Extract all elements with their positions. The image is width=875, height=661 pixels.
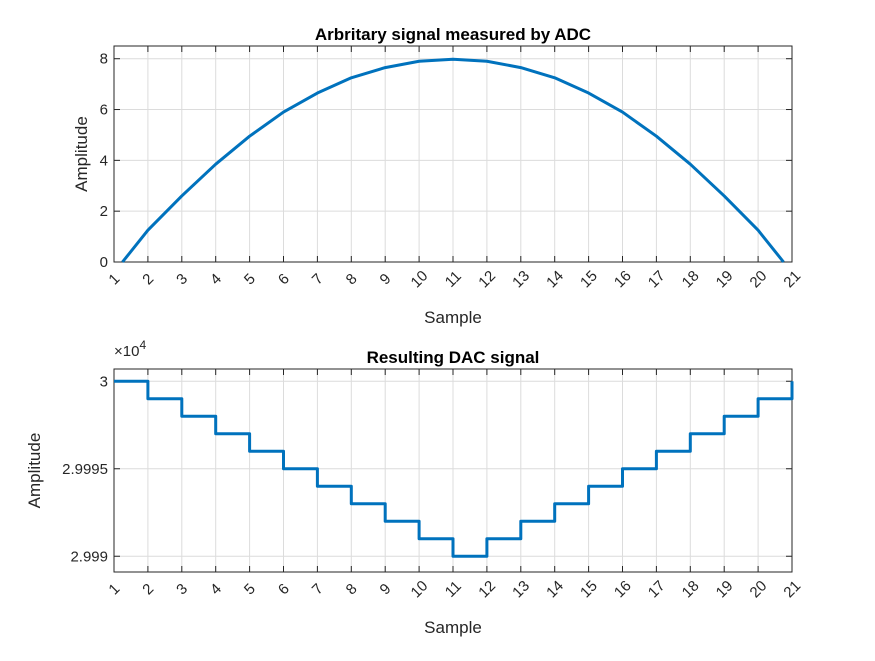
top-chart-title: Arbritary signal measured by ADC (315, 25, 591, 44)
bottom-x-tick-label: 6 (275, 580, 293, 598)
bottom-x-tick-label: 7 (309, 580, 327, 598)
top-x-tick-label: 6 (275, 270, 293, 288)
top-y-tick-label: 8 (100, 51, 108, 68)
top-x-tick-label: 14 (543, 267, 567, 291)
bottom-x-tick-label: 18 (679, 577, 703, 601)
top-x-tick-label: 9 (377, 270, 395, 288)
top-x-tick-label: 17 (645, 267, 669, 291)
exponent-power: 4 (139, 338, 146, 352)
top-x-tick-label: 11 (442, 268, 465, 291)
top-x-tick-label: 10 (408, 267, 432, 291)
top-x-tick-label: 1 (105, 270, 123, 288)
bottom-x-tick-label: 3 (173, 580, 191, 598)
bottom-x-tick-label: 1 (105, 580, 123, 598)
bottom-x-axis-label: Sample (424, 618, 482, 637)
bottom-x-tick-label: 16 (611, 577, 635, 601)
bottom-y-exponent: ×104 (114, 338, 146, 360)
bottom-x-tick-label: 4 (207, 580, 225, 598)
bottom-x-tick-label: 15 (577, 577, 601, 601)
bottom-x-tick-label: 17 (645, 577, 669, 601)
top-series (121, 57, 785, 263)
bottom-y-tick-label: 3 (100, 373, 108, 390)
bottom-y-axis-label: Amplitude (25, 433, 44, 509)
top-x-tick-label: 8 (343, 270, 361, 288)
bottom-series-line (114, 379, 794, 558)
bottom-x-tick-label: 14 (543, 577, 567, 601)
bottom-chart: 1 2 3 4 5 6 7 8 9 10 11 12 13 14 15 16 17 18 19 20 212.9992.… (25, 338, 804, 637)
top-x-axis-label: Sample (424, 308, 482, 327)
bottom-x-tick-label: 19 (713, 577, 737, 601)
top-grid-overlay (113, 45, 793, 263)
top-y-tick-label: 0 (100, 254, 108, 271)
top-x-tick-label: 7 (309, 270, 327, 288)
bottom-x-tick-label: 9 (377, 580, 395, 598)
bottom-y-tick-label: 2.9995 (62, 461, 108, 478)
top-x-tick-label: 20 (747, 267, 771, 291)
top-x-tick-label: 4 (207, 270, 225, 288)
top-x-tick-label: 2 (139, 270, 157, 288)
top-y-axis-label: Amplitude (72, 116, 91, 192)
bottom-y-tick-label: 2.999 (70, 548, 108, 565)
bottom-x-tick-label: 11 (442, 578, 465, 601)
bottom-x-tick-label: 5 (241, 580, 259, 598)
top-y-tick-label: 2 (100, 203, 108, 220)
top-x-tick-label: 13 (509, 267, 533, 291)
top-x-tick-label: 5 (241, 270, 259, 288)
top-x-tick-label: 18 (679, 267, 703, 291)
bottom-chart-title: Resulting DAC signal (367, 348, 540, 367)
top-y-tick-label: 4 (100, 152, 108, 169)
bottom-series (114, 379, 794, 558)
top-x-tick-label: 15 (577, 267, 601, 291)
top-y-tick-label: 6 (100, 102, 108, 119)
top-x-tick-label: 19 (713, 267, 737, 291)
top-series-line (121, 57, 785, 263)
top-x-tick-label: 21 (780, 267, 804, 291)
top-x-tick-label: 12 (475, 267, 499, 291)
exponent-base: 10 (123, 343, 140, 360)
bottom-x-tick-label: 13 (509, 577, 533, 601)
bottom-x-tick-label: 21 (780, 577, 804, 601)
bottom-x-tick-label: 8 (343, 580, 361, 598)
top-x-tick-label: 16 (611, 267, 635, 291)
bottom-x-tick-label: 12 (475, 577, 499, 601)
exponent-times: × (114, 343, 123, 360)
bottom-x-tick-label: 10 (408, 577, 432, 601)
top-x-tick-label: 3 (173, 270, 191, 288)
bottom-x-tick-label: 2 (139, 580, 157, 598)
bottom-x-tick-label: 20 (747, 577, 771, 601)
